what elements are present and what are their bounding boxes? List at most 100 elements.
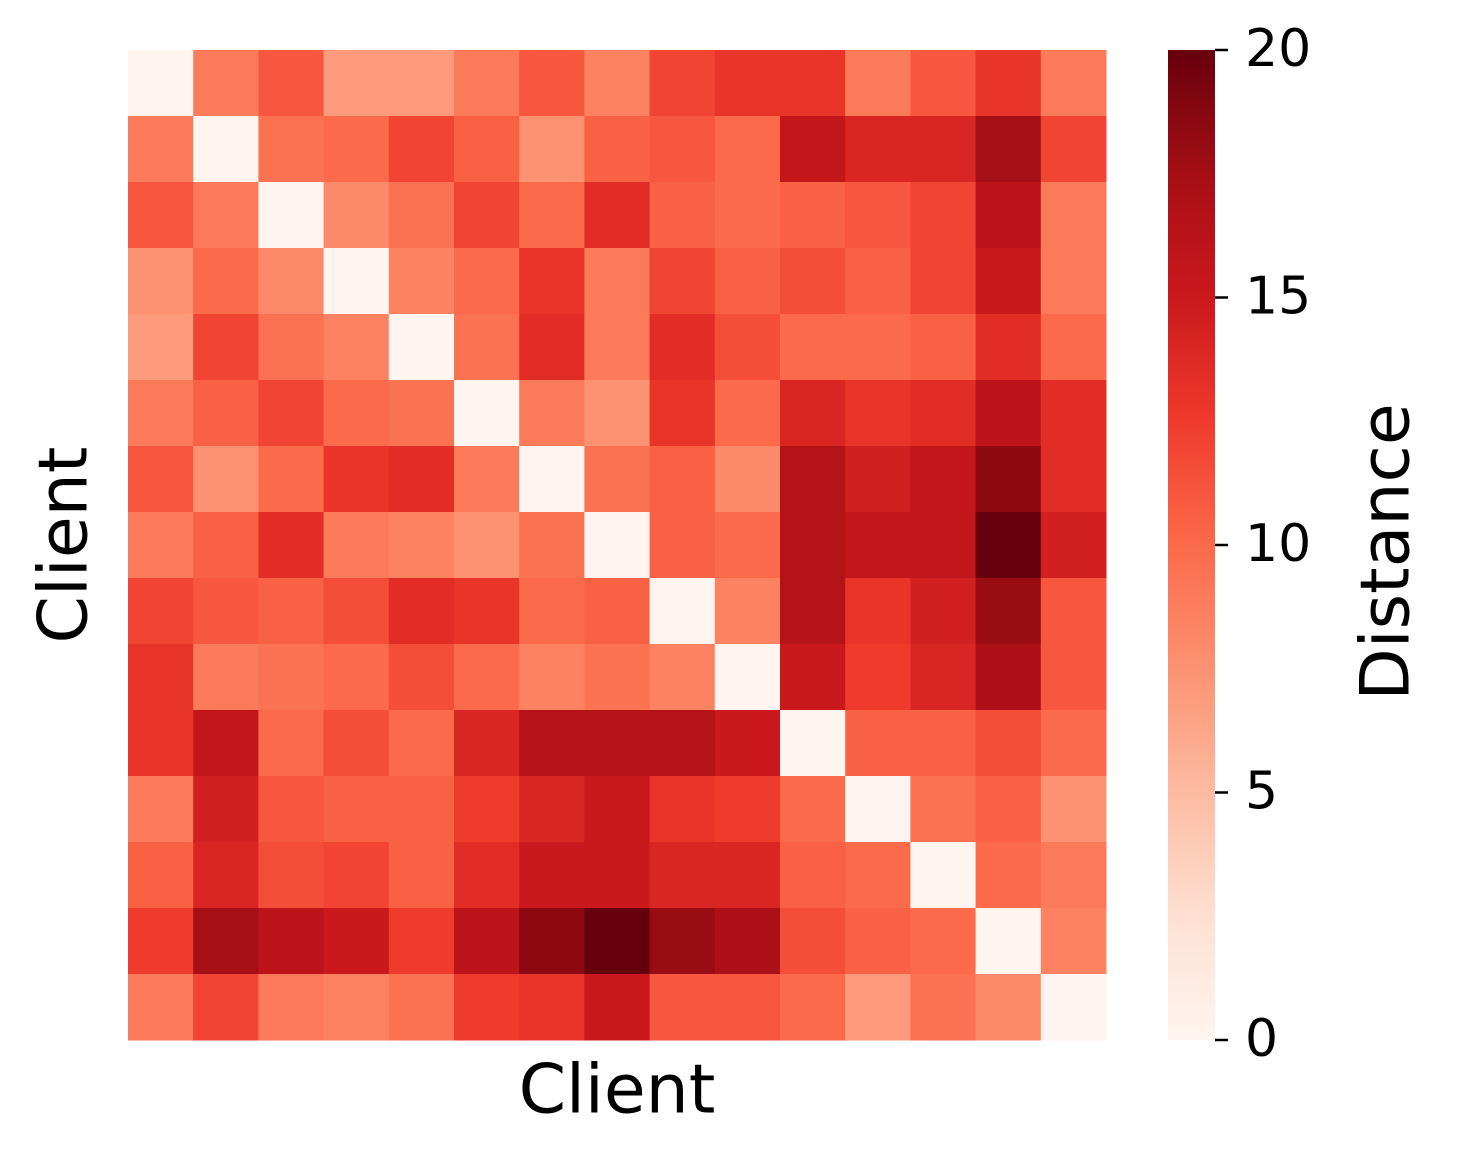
heatmap-cell <box>910 908 977 975</box>
heatmap-cell <box>388 248 455 315</box>
heatmap-cell <box>714 710 781 777</box>
heatmap-cell <box>323 314 390 381</box>
x-axis-label: Client <box>519 1051 716 1130</box>
heatmap-cell <box>519 644 585 711</box>
heatmap-cell <box>714 578 781 645</box>
heatmap-cell <box>584 578 651 645</box>
heatmap-cell <box>258 644 325 711</box>
heatmap-cell <box>454 314 520 381</box>
heatmap-cell <box>1040 50 1107 117</box>
heatmap-cell <box>388 842 455 909</box>
heatmap-cell <box>128 50 194 117</box>
heatmap-cell <box>193 776 259 843</box>
heatmap-cell <box>714 644 781 711</box>
heatmap-cell <box>780 974 846 1041</box>
heatmap-cell <box>584 314 651 381</box>
heatmap-cell <box>128 908 194 975</box>
heatmap-cell <box>519 50 585 117</box>
heatmap-cell <box>910 776 977 843</box>
heatmap-cell <box>193 974 259 1041</box>
heatmap-cell <box>193 512 259 579</box>
heatmap-cell <box>519 446 585 513</box>
colorbar-tick-label: 0 <box>1245 1009 1278 1069</box>
heatmap-cell <box>323 578 390 645</box>
heatmap-cell <box>323 116 390 183</box>
heatmap-cell <box>1040 710 1107 777</box>
heatmap-cell <box>388 578 455 645</box>
heatmap-cell <box>714 248 781 315</box>
heatmap-cell <box>258 842 325 909</box>
heatmap-cell <box>388 116 455 183</box>
heatmap-cell <box>714 512 781 579</box>
y-axis-label: Client <box>25 447 104 644</box>
heatmap-cell <box>258 116 325 183</box>
heatmap-cell <box>128 578 194 645</box>
heatmap-cell <box>845 182 911 249</box>
heatmap-cell <box>584 248 651 315</box>
heatmap-cell <box>128 710 194 777</box>
heatmap-cell <box>323 710 390 777</box>
heatmap-cell <box>258 512 325 579</box>
heatmap-cell <box>323 248 390 315</box>
heatmap-cell <box>128 644 194 711</box>
heatmap-cell <box>128 182 194 249</box>
heatmap-cell <box>388 446 455 513</box>
heatmap-cell <box>910 182 977 249</box>
heatmap-cell <box>714 182 781 249</box>
heatmap-cell <box>258 446 325 513</box>
heatmap-cell <box>1040 380 1107 447</box>
heatmap-cell <box>910 842 977 909</box>
heatmap-cell <box>454 578 520 645</box>
heatmap-cell <box>1040 908 1107 975</box>
heatmap-cell <box>193 644 259 711</box>
heatmap-cell <box>910 644 977 711</box>
heatmap-cell <box>454 380 520 447</box>
heatmap-cell <box>975 578 1042 645</box>
heatmap-cell <box>258 314 325 381</box>
heatmap-cell <box>649 842 716 909</box>
heatmap-cell <box>845 512 911 579</box>
heatmap-cell <box>388 50 455 117</box>
heatmap-cell <box>193 314 259 381</box>
heatmap-cell <box>193 248 259 315</box>
heatmap-cell <box>584 182 651 249</box>
heatmap-cell <box>845 248 911 315</box>
heatmap-cell <box>454 182 520 249</box>
heatmap-cell <box>975 446 1042 513</box>
heatmap-cell <box>714 314 781 381</box>
heatmap-cell <box>780 116 846 183</box>
heatmap-cell <box>649 644 716 711</box>
heatmap-cell <box>910 116 977 183</box>
heatmap-cell <box>584 446 651 513</box>
heatmap-cell <box>975 644 1042 711</box>
heatmap-cell <box>1040 512 1107 579</box>
heatmap-cell <box>128 248 194 315</box>
heatmap-cell <box>845 314 911 381</box>
heatmap-cell <box>780 776 846 843</box>
heatmap-cell <box>388 314 455 381</box>
heatmap-cell <box>975 182 1042 249</box>
heatmap-cell <box>975 380 1042 447</box>
heatmap-cell <box>193 182 259 249</box>
heatmap-cell <box>649 182 716 249</box>
heatmap-cell <box>649 710 716 777</box>
heatmap-cell <box>128 116 194 183</box>
heatmap-cell <box>258 50 325 117</box>
heatmap-cell <box>584 974 651 1041</box>
heatmap-cell <box>388 776 455 843</box>
heatmap-cell <box>323 182 390 249</box>
heatmap-cell <box>323 908 390 975</box>
heatmap-cell <box>323 50 390 117</box>
heatmap-cell <box>258 248 325 315</box>
heatmap-cell <box>780 248 846 315</box>
heatmap-cell <box>910 248 977 315</box>
heatmap-cell <box>649 974 716 1041</box>
heatmap-cell <box>780 842 846 909</box>
heatmap-cell <box>454 512 520 579</box>
heatmap-cell <box>454 116 520 183</box>
heatmap-cell <box>910 446 977 513</box>
heatmap-cell <box>323 842 390 909</box>
heatmap-cell <box>519 776 585 843</box>
heatmap-cell <box>128 842 194 909</box>
